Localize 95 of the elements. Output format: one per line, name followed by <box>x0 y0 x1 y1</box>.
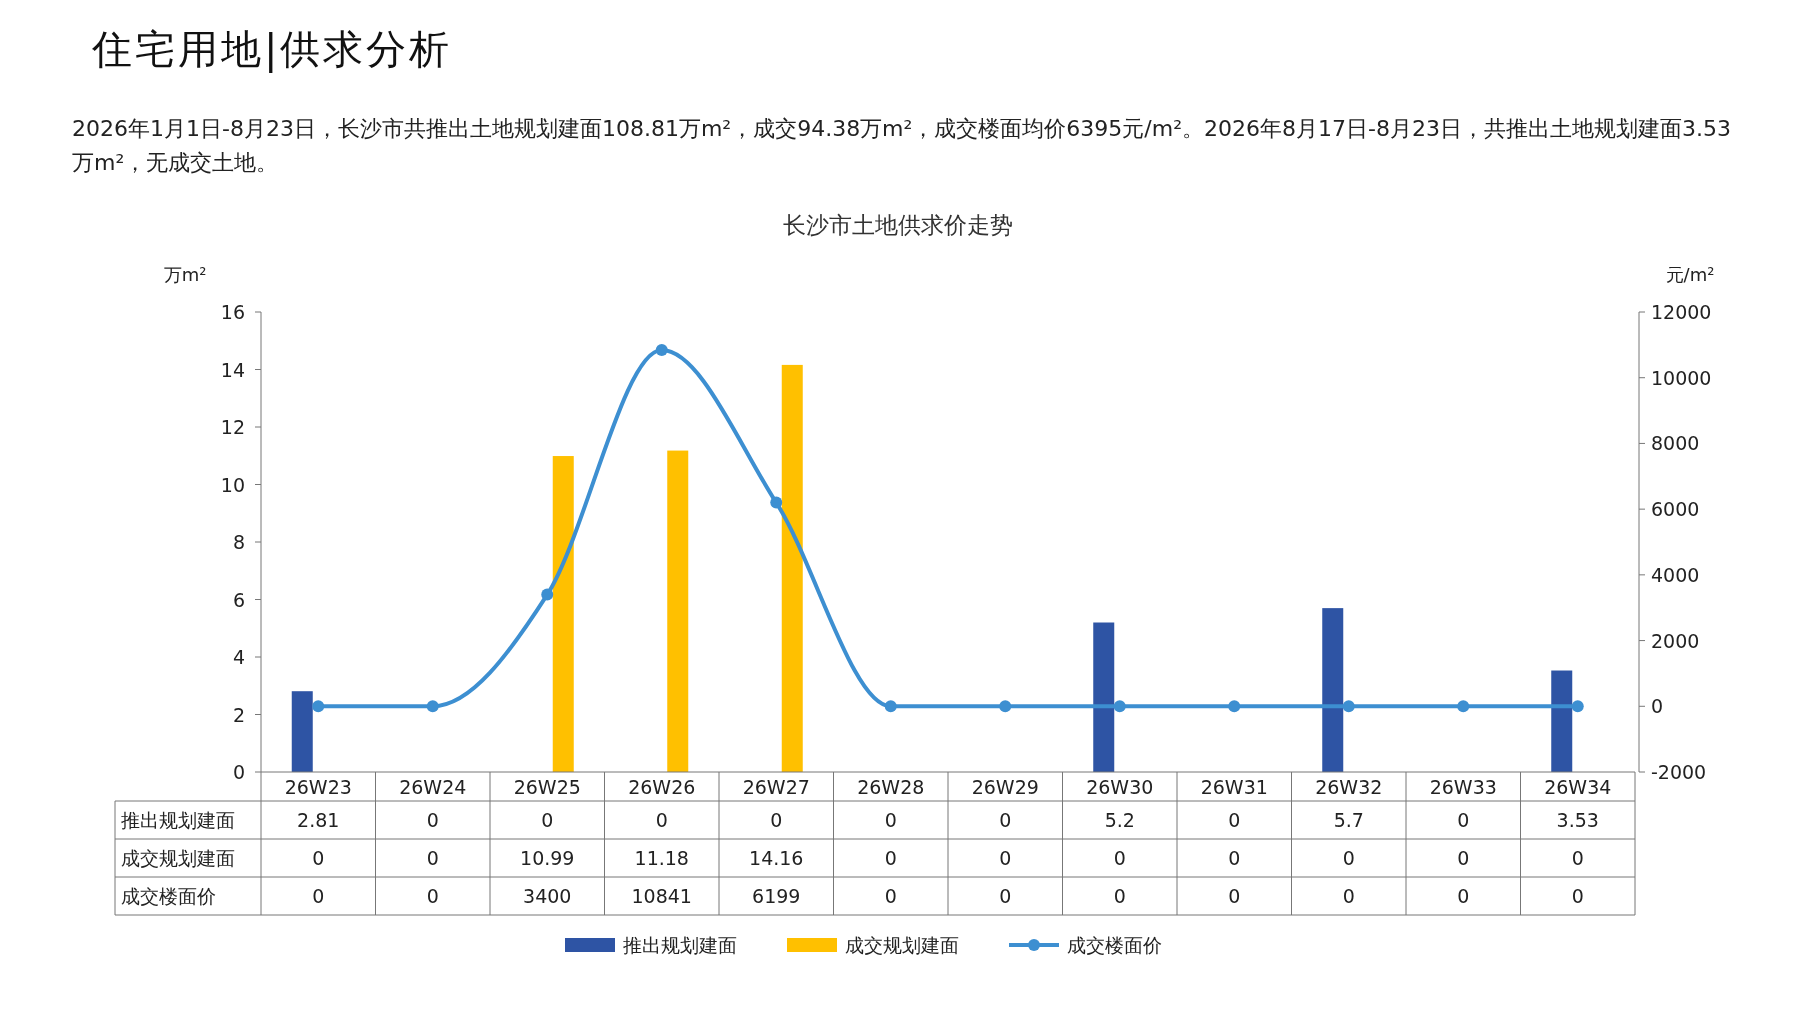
data-label: 0 <box>541 809 554 831</box>
bar <box>1322 608 1344 772</box>
y-tick-label: 0 <box>232 761 245 783</box>
data-label: 2.81 <box>297 809 340 831</box>
x-tick-label: 26W29 <box>971 776 1039 798</box>
data-label: 0 <box>426 847 439 869</box>
y2-tick-label: -2000 <box>1651 761 1707 783</box>
data-label: 0 <box>655 809 668 831</box>
data-label: 0 <box>1571 885 1584 907</box>
y-axis-title: 万m² <box>163 264 207 285</box>
y2-tick-label: 12000 <box>1651 301 1712 323</box>
data-label: 5.7 <box>1333 809 1364 831</box>
point <box>541 588 554 601</box>
data-label: 0 <box>1571 847 1584 869</box>
x-tick-label: 26W23 <box>284 776 352 798</box>
text: 成交楼面价 <box>121 885 216 907</box>
data-label: 0 <box>1113 847 1126 869</box>
data-label: 0 <box>1342 847 1355 869</box>
x-tick-label: 26W26 <box>628 776 696 798</box>
x-tick-label: 26W34 <box>1544 776 1612 798</box>
data-label: 3.53 <box>1556 809 1599 831</box>
text: 成交规划建面 <box>121 847 235 869</box>
chart-subtitle: 2026年1月1日-8月23日，长沙市共推出土地规划建面108.81万m²，成交94.38万m²，成交楼面均价6395元/m²。2026年8月17日-8月23日，共推出土地规划建面3.53万m²，无成交土地。 <box>72 115 1732 177</box>
y2-tick-label: 0 <box>1651 695 1664 718</box>
y2-tick-label: 2000 <box>1651 629 1700 652</box>
data-label: 0 <box>999 885 1012 907</box>
data-label: 5.2 <box>1104 809 1135 831</box>
point <box>655 344 668 357</box>
data-label: 0 <box>312 885 325 907</box>
legend-label: 成交楼面价 <box>1067 934 1162 956</box>
x-tick-label: 26W30 <box>1086 776 1154 798</box>
bar <box>667 450 689 772</box>
y2-tick-label: 8000 <box>1651 432 1700 455</box>
data-label: 10.99 <box>520 847 575 869</box>
data-label: 0 <box>999 847 1012 869</box>
point <box>1113 700 1126 713</box>
data-label: 0 <box>1228 847 1241 869</box>
x-tick-label: 26W33 <box>1429 776 1497 798</box>
x-tick-label: 26W25 <box>513 776 581 798</box>
text: 住宅用地|供求分析 <box>92 25 453 75</box>
data-label: 0 <box>312 847 325 869</box>
point <box>1228 700 1241 713</box>
bar <box>552 456 574 772</box>
point <box>426 700 439 713</box>
x-tick-label: 26W32 <box>1315 776 1383 798</box>
y-tick-label: 6 <box>232 588 245 611</box>
bar <box>1551 670 1573 772</box>
y2-tick-label: 4000 <box>1651 563 1700 586</box>
data-label: 0 <box>1342 885 1355 907</box>
data-label: 11.18 <box>634 847 689 869</box>
y2-tick-label: 10000 <box>1651 366 1712 389</box>
point <box>1457 700 1470 713</box>
x-tick-label: 26W31 <box>1200 776 1268 798</box>
y-tick-label: 14 <box>220 358 245 381</box>
data-label: 0 <box>1228 885 1241 907</box>
point <box>999 700 1012 713</box>
y-tick-label: 4 <box>232 646 245 668</box>
point <box>1571 700 1584 713</box>
data-label: 0 <box>1228 809 1241 831</box>
data-label: 0 <box>884 809 897 831</box>
x-tick-label: 26W28 <box>857 776 925 798</box>
y-tick-label: 16 <box>220 301 245 323</box>
data-label: 0 <box>426 885 439 907</box>
data-label: 0 <box>999 809 1012 831</box>
data-label: 0 <box>1457 809 1470 831</box>
y-tick-label: 2 <box>232 703 245 726</box>
data-label: 0 <box>1457 885 1470 907</box>
bar <box>291 691 313 772</box>
x-tick-label: 26W27 <box>742 776 810 798</box>
data-label: 0 <box>884 885 897 907</box>
point <box>1342 700 1355 713</box>
y2-tick-label: 6000 <box>1651 498 1700 521</box>
point <box>770 496 783 509</box>
point <box>884 700 897 713</box>
data-label: 0 <box>884 847 897 869</box>
data-label: 14.16 <box>749 847 804 869</box>
text: 推出规划建面 <box>121 809 235 831</box>
legend-label: 成交规划建面 <box>845 934 959 956</box>
bar <box>781 364 803 772</box>
data-label: 0 <box>770 809 783 831</box>
bar <box>1093 622 1115 772</box>
data-label: 3400 <box>523 885 572 907</box>
data-label: 0 <box>1113 885 1126 907</box>
data-label: 6199 <box>752 885 801 907</box>
data-label: 0 <box>426 809 439 831</box>
y-tick-label: 10 <box>220 473 245 496</box>
point <box>312 700 325 713</box>
chart-title: 长沙市土地供求价走势 <box>783 212 1013 238</box>
y2-axis-title: 元/m² <box>1665 264 1715 285</box>
data-label: 0 <box>1457 847 1470 869</box>
data-label: 10841 <box>631 885 692 907</box>
y-tick-label: 8 <box>232 531 245 553</box>
y-tick-label: 12 <box>220 416 245 438</box>
x-tick-label: 26W24 <box>399 776 467 798</box>
legend-label: 推出规划建面 <box>623 934 737 956</box>
